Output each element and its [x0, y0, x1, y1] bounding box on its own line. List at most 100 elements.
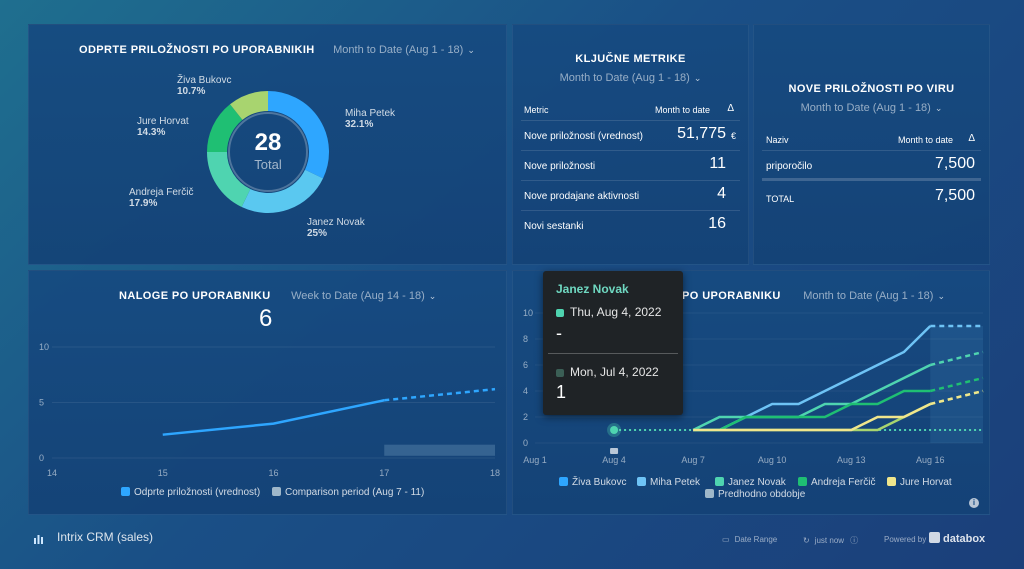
x-tick-label: Aug 4 — [602, 455, 626, 465]
x-tick-label: 14 — [47, 468, 57, 478]
metric-value: 11 — [709, 155, 726, 172]
donut-label-ziva: Živa Bukovc 10.7% — [177, 75, 232, 97]
series-line — [693, 389, 931, 432]
panel5-legend-ziva[interactable]: Živa Bukovc — [559, 477, 626, 488]
footer-bar: Intrix CRM (sales) ▭ Date Range ↻ just now… — [0, 518, 1024, 558]
metric-label: Nove priložnosti — [524, 161, 596, 172]
series-line-projection — [384, 387, 496, 402]
y-tick-label: 0 — [39, 453, 44, 463]
x-tick-label: Aug 7 — [681, 455, 705, 465]
panel-key-metrics: KLJUČNE METRIKE Month to Date (Aug 1 - 1… — [512, 24, 749, 265]
tooltip-divider — [548, 353, 678, 354]
x-tick-label: Aug 16 — [916, 455, 945, 465]
info-icon[interactable]: ⓘ — [850, 536, 859, 545]
metric-label: Nove priložnosti (vrednost) — [524, 131, 643, 142]
panel3-range-label: Month to Date (Aug 1 - 18) — [800, 102, 931, 114]
checkbox-icon — [798, 477, 807, 486]
swatch-icon — [556, 309, 564, 317]
source-total-value: 7,500 — [934, 187, 975, 204]
panel1-header: ODPRTE PRILOŽNOSTI PO UPORABNIKIH Month … — [79, 40, 475, 58]
series-line — [692, 363, 931, 432]
panel4-legend-item-1[interactable]: Odprte priložnosti (vrednost) — [121, 487, 260, 498]
source-header-row: Naziv Month to date Δ — [762, 127, 981, 151]
metric-row: Novi sestanki 16 — [521, 211, 740, 241]
y-tick-label: 10 — [39, 342, 49, 352]
checkbox-icon — [715, 477, 724, 486]
donut-label-janez: Janez Novak 25% — [307, 217, 365, 239]
chart-tooltip: Janez Novak Thu, Aug 4, 2022 - Mon, Jul … — [543, 271, 683, 415]
panel3-range-dropdown[interactable]: Month to Date (Aug 1 - 18) ⌄ — [754, 102, 989, 114]
x-tick-label: 16 — [268, 468, 278, 478]
checkbox-icon — [637, 477, 646, 486]
tooltip-value-previous: 1 — [556, 382, 567, 402]
chevron-down-icon: ⌄ — [693, 73, 702, 83]
donut-label-miha: Miha Petek 32.1% — [345, 108, 396, 130]
chevron-down-icon: ⌄ — [937, 291, 945, 301]
databox-brand-label: databox — [943, 533, 986, 545]
info-icon[interactable]: i — [969, 498, 979, 508]
legend-label: Andreja Ferčič — [811, 477, 876, 488]
panel4-header: NALOGE PO UPORABNIKU Week to Date (Aug 1… — [119, 286, 436, 304]
y-tick-label: 2 — [523, 412, 528, 422]
metric-row: Nove priložnosti (vrednost) 51,775 € — [521, 121, 740, 151]
chevron-down-icon: ⌄ — [934, 103, 943, 113]
hover-marker-icon — [610, 448, 619, 454]
databox-logo[interactable]: databox — [929, 532, 985, 545]
donut-slice — [241, 169, 324, 213]
col-delta: Δ — [968, 133, 975, 144]
activities-line-chart[interactable]: 0 2 4 6 8 10 Aug 1 Aug 4 Aug 7 Aug 10 Aug 13 Aug 16 — [513, 271, 991, 516]
donut-label-jure: Jure Horvat 14.3% — [137, 116, 189, 138]
tasks-line-chart[interactable]: 0 5 10 14 15 16 17 18 — [29, 271, 508, 516]
y-tick-label: 4 — [523, 386, 528, 396]
footer-updated-label: just now — [814, 536, 845, 545]
panel4-big-value: 6 — [259, 305, 273, 332]
legend-label: Jure Horvat — [900, 477, 952, 488]
legend-label: Odprte priložnosti (vrednost) — [134, 487, 261, 498]
footer-date-range[interactable]: ▭ Date Range — [722, 535, 777, 544]
col-month-to-date: Month to date — [897, 135, 953, 145]
legend-label: Živa Bukovc — [572, 477, 627, 488]
source-total-label: TOTAL — [766, 194, 795, 204]
donut-chart[interactable] — [203, 87, 333, 217]
legend-label: Miha Petek — [650, 477, 701, 488]
panel-open-opportunities: ODPRTE PRILOŽNOSTI PO UPORABNIKIH Month … — [28, 24, 507, 265]
panel4-range-label: Week to Date (Aug 14 - 18) — [291, 290, 425, 302]
source-total-row: TOTAL 7,500 — [762, 183, 981, 213]
col-name: Naziv — [766, 135, 789, 145]
metric-unit: € — [730, 131, 736, 141]
panel5-legend-andreja[interactable]: Andreja Ferčič — [798, 477, 875, 488]
y-tick-label: 10 — [523, 308, 533, 318]
footer-updated: ↻ just now ⓘ — [803, 535, 858, 546]
y-tick-label: 8 — [523, 334, 528, 344]
panel4-legend-item-2[interactable]: Comparison period (Aug 7 - 11) — [272, 487, 424, 498]
panel5-legend-previous[interactable]: Predhodno obdobje — [705, 489, 805, 500]
donut-slice — [207, 104, 243, 153]
col-month-to-date: Month to date — [654, 105, 710, 115]
chevron-down-icon: ⌄ — [467, 45, 475, 55]
panel2-range-label: Month to Date (Aug 1 - 18) — [559, 72, 690, 84]
refresh-icon: ↻ — [803, 536, 810, 545]
col-metric: Metric — [524, 105, 549, 115]
panel5-legend-janez[interactable]: Janez Novak — [715, 477, 786, 488]
panel1-title: ODPRTE PRILOŽNOSTI PO UPORABNIKIH — [79, 44, 315, 56]
legend-label: Predhodno obdobje — [718, 489, 806, 500]
donut-inner-ring — [228, 112, 308, 192]
panel1-range-dropdown[interactable]: Month to Date (Aug 1 - 18) ⌄ — [333, 44, 475, 56]
tooltip-date: Thu, Aug 4, 2022 — [570, 305, 662, 319]
donut-total-label: Total — [254, 157, 282, 172]
y-tick-label: 5 — [39, 398, 44, 408]
checkbox-icon — [887, 477, 896, 486]
footer-date-range-label: Date Range — [734, 535, 778, 544]
panel5-legend-jure[interactable]: Jure Horvat — [887, 477, 952, 488]
panel5-legend-miha[interactable]: Miha Petek — [637, 477, 700, 488]
panel2-range-dropdown[interactable]: Month to Date (Aug 1 - 18) ⌄ — [513, 72, 748, 84]
checkbox-icon — [121, 487, 130, 496]
series-line-projection — [929, 350, 984, 367]
series-line — [162, 399, 385, 436]
panel5-range-dropdown[interactable]: Month to Date (Aug 1 - 18) ⌄ — [803, 290, 945, 302]
panel5-range-label: Month to Date (Aug 1 - 18) — [803, 290, 934, 302]
x-tick-label: 15 — [158, 468, 168, 478]
series-line — [693, 325, 932, 432]
panel4-range-dropdown[interactable]: Week to Date (Aug 14 - 18) ⌄ — [291, 290, 436, 302]
bar-chart-icon — [33, 531, 44, 544]
